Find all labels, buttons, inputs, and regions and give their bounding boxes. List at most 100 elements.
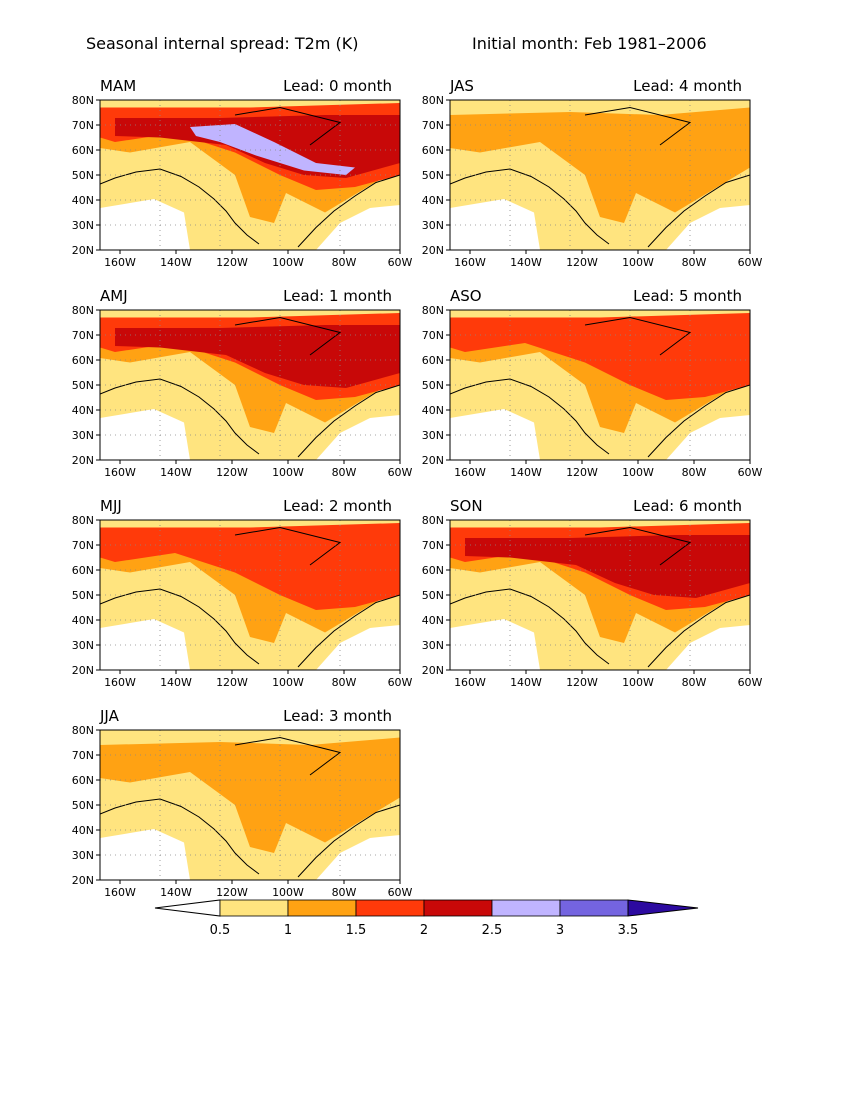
lon-tick-label: 60W [388, 676, 413, 689]
lat-tick-label: 70N [422, 119, 444, 132]
lat-tick-label: 70N [72, 539, 94, 552]
lon-tick-label: 120W [216, 676, 248, 689]
spread-field [100, 730, 400, 880]
map-frame: 80N 70N 60N 50N 40N 30N 20N 160W 140W 120W 100W 80W… [72, 724, 413, 899]
coastline-arctic [234, 106, 342, 146]
lat-tick-label: 50N [422, 589, 444, 602]
lat-tick-label: 20N [422, 664, 444, 677]
panel-lead-label: Lead: 3 month [283, 707, 392, 725]
lat-tick-label: 80N [72, 94, 94, 107]
lon-tick-label: 160W [104, 676, 136, 689]
map-frame: 80N 70N 60N 50N 40N 30N 20N 160W 140W 120W 100W 80W… [422, 514, 763, 689]
panel-season-label: MAM [100, 77, 136, 95]
coastline-east [647, 594, 750, 668]
colorbar-high-arrow [627, 899, 699, 917]
map-panel-aso: ASO Lead: 5 month 80N 70N 60N 50N 40N 30N 20N 160… [422, 287, 763, 479]
lat-tick-label: 20N [72, 454, 94, 467]
panel-lead-label: Lead: 4 month [633, 77, 742, 95]
coastline-west [450, 588, 610, 665]
coastline-east [297, 804, 400, 878]
lat-tick-label: 60N [72, 354, 94, 367]
lat-tick-label: 40N [72, 194, 94, 207]
lon-tick-label: 160W [454, 466, 486, 479]
panel-lead-label: Lead: 0 month [283, 77, 392, 95]
lat-tick-label: 20N [72, 664, 94, 677]
colorbar-level-label: 3 [556, 923, 564, 938]
lon-tick-label: 80W [682, 676, 707, 689]
lat-tick-label: 70N [422, 539, 444, 552]
lon-tick-label: 160W [454, 256, 486, 269]
lon-tick-label: 100W [622, 676, 654, 689]
spread-field [450, 310, 750, 460]
lat-tick-label: 40N [422, 194, 444, 207]
lon-tick-label: 140W [160, 676, 192, 689]
lon-tick-label: 140W [160, 466, 192, 479]
lat-tick-label: 50N [72, 379, 94, 392]
panel-season-label: AMJ [100, 287, 128, 305]
figure-title-right: Initial month: Feb 1981–2006 [472, 34, 707, 53]
lat-tick-label: 30N [72, 219, 94, 232]
lat-tick-label: 20N [422, 244, 444, 257]
coastline-west [100, 168, 260, 245]
coastline-west [450, 168, 610, 245]
lat-tick-label: 60N [422, 564, 444, 577]
panel-lead-label: Lead: 6 month [633, 497, 742, 515]
lat-tick-label: 60N [422, 354, 444, 367]
map-panel-jja: JJA Lead: 3 month 80N 70N 60N 50N 40N 30N 20N 160… [72, 707, 413, 899]
lon-tick-label: 120W [566, 256, 598, 269]
lon-tick-label: 60W [388, 256, 413, 269]
lon-tick-label: 140W [160, 886, 192, 899]
coastline-arctic [234, 526, 342, 566]
lon-tick-label: 80W [332, 886, 357, 899]
coastline-east [297, 594, 400, 668]
lon-tick-label: 120W [566, 466, 598, 479]
lon-tick-label: 100W [272, 886, 304, 899]
lat-tick-label: 40N [422, 614, 444, 627]
map-frame: 80N 70N 60N 50N 40N 30N 20N 160W 140W 120W 100W 80W… [422, 304, 763, 479]
lat-tick-label: 70N [72, 749, 94, 762]
colorbar-level-label: 2.5 [482, 923, 503, 938]
lon-tick-label: 160W [104, 256, 136, 269]
lon-tick-label: 100W [272, 676, 304, 689]
map-panel-jas: JAS Lead: 4 month 80N 70N 60N 50N 40N 30N 20N 160… [422, 77, 763, 269]
lon-tick-label: 80W [682, 466, 707, 479]
lon-tick-label: 120W [216, 466, 248, 479]
lon-tick-label: 100W [622, 466, 654, 479]
panel-lead-label: Lead: 2 month [283, 497, 392, 515]
lon-tick-label: 80W [332, 256, 357, 269]
lon-tick-label: 80W [332, 466, 357, 479]
lat-tick-label: 40N [72, 404, 94, 417]
map-panel-son: SON Lead: 6 month 80N 70N 60N 50N 40N 30N 20N 160… [422, 497, 763, 689]
lat-tick-label: 80N [72, 514, 94, 527]
colorbar: 0.5 1 1.5 2 2.5 3 3.5 [154, 899, 699, 938]
map-panel-amj: AMJ Lead: 1 month 80N 70N 60N 50N 40N 30N 20N 160… [72, 287, 413, 479]
spread-field [100, 100, 400, 250]
lat-tick-label: 20N [72, 874, 94, 887]
map-panel-mam: MAM Lead: 0 month 80N 70N 60N 50N 40N 30N 20N 160… [72, 77, 413, 269]
lon-tick-label: 120W [216, 256, 248, 269]
lon-tick-label: 140W [510, 466, 542, 479]
lat-tick-label: 30N [72, 849, 94, 862]
colorbar-swatch [219, 899, 289, 917]
lat-tick-label: 50N [422, 169, 444, 182]
lat-tick-label: 80N [422, 304, 444, 317]
lon-tick-label: 100W [622, 256, 654, 269]
lon-tick-label: 60W [388, 886, 413, 899]
lat-tick-label: 50N [72, 169, 94, 182]
lon-tick-label: 140W [510, 256, 542, 269]
lat-tick-label: 60N [72, 774, 94, 787]
panel-season-label: JAS [449, 77, 474, 95]
map-frame: 80N 70N 60N 50N 40N 30N 20N 160W 140W 120W 100W 80W… [422, 94, 763, 269]
lat-tick-label: 70N [422, 329, 444, 342]
coastline-arctic [234, 736, 342, 776]
colorbar-swatch [491, 899, 561, 917]
coastline-east [297, 384, 400, 458]
lat-tick-label: 40N [72, 824, 94, 837]
spread-field [450, 520, 750, 670]
panel-lead-label: Lead: 5 month [633, 287, 742, 305]
lat-tick-label: 60N [72, 564, 94, 577]
colorbar-swatch [559, 899, 629, 917]
lat-tick-label: 20N [422, 454, 444, 467]
coastline-east [297, 174, 400, 248]
lat-tick-label: 50N [72, 589, 94, 602]
